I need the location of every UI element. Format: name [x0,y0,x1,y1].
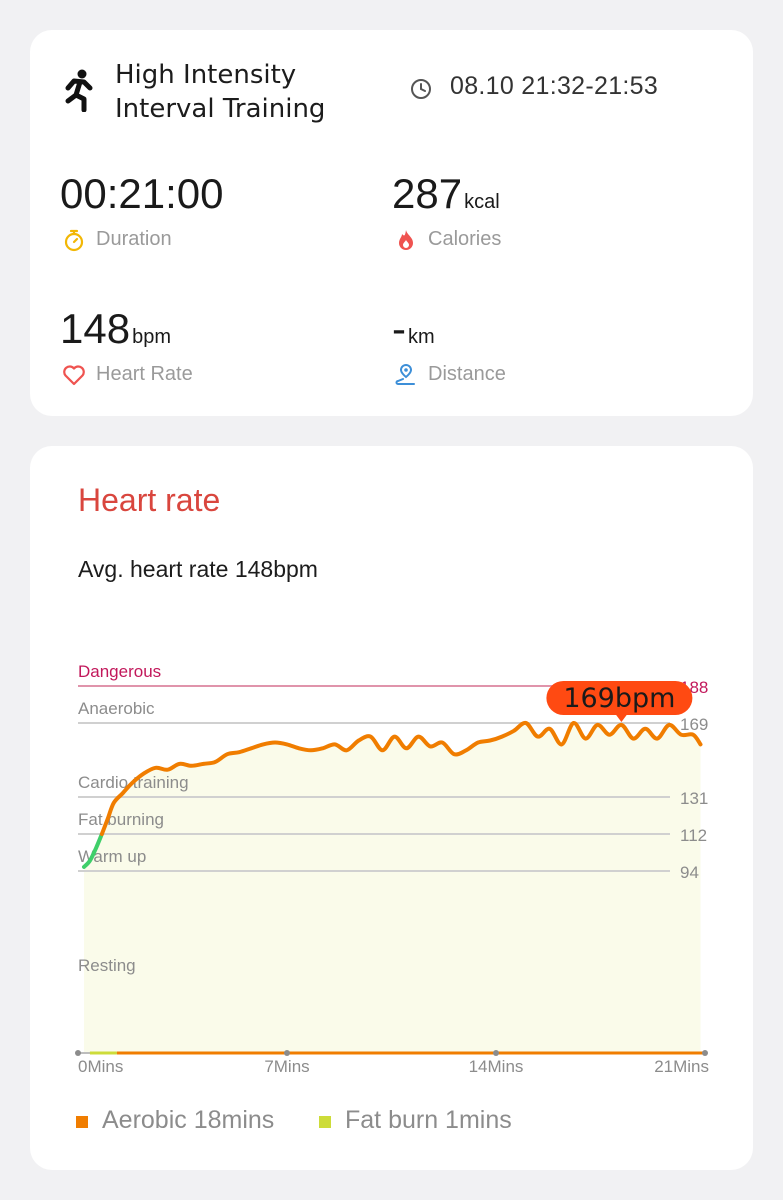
x-tick-dot-7 [284,1050,290,1056]
stat-duration: 00:21:00 Duration [60,170,360,260]
calories-value: 287 [392,170,463,217]
zone-threshold-warm-up: 94 [680,863,699,882]
zone-label-anaerobic: Anaerobic [78,699,155,718]
heart-rate-area [84,722,701,1053]
stat-calories: 287 kcal Calories [392,170,692,260]
heart-icon [63,365,85,386]
x-tick-dot-0 [75,1050,81,1056]
workout-title: High Intensity Interval Training [115,60,326,124]
stat-heart-rate: 148 bpm Heart Rate [60,305,360,395]
workout-header: High Intensity Interval Training 08.10 2… [60,58,720,128]
workout-summary-card: High Intensity Interval Training 08.10 2… [30,30,753,416]
flame-icon [399,230,413,250]
x-tick-dot-21 [702,1050,708,1056]
heart-rate-title: Heart rate [78,482,221,518]
x-tick-label-14: 14Mins [469,1057,524,1076]
zone-threshold-fat-burning: 112 [680,826,707,845]
zone-label-resting: Resting [78,956,136,975]
distance-label: Distance [428,363,506,385]
stat-distance: - km Distance [392,305,692,395]
peak-callout-label: 169bpm [563,683,675,714]
distance-value: - [392,305,406,352]
x-tick-label-7: 7Mins [264,1057,309,1076]
legend-aerobic-label: Aerobic 18mins [102,1106,275,1134]
heart-rate-unit: bpm [132,326,171,348]
location-pin-icon [395,363,415,385]
workout-time-range: 08.10 21:32-21:53 [450,72,659,100]
peak-callout [546,681,693,715]
heart-rate-label: Heart Rate [96,363,193,385]
legend-aerobic-swatch [76,1116,88,1128]
x-tick-label-21: 21Mins [654,1057,709,1076]
average-heart-rate: Avg. heart rate 148bpm [78,556,318,582]
x-tick-dot-14 [493,1050,499,1056]
x-tick-label-0: 0Mins [78,1057,123,1076]
calories-unit: kcal [464,191,500,213]
heart-rate-line [99,720,703,836]
stopwatch-icon [64,229,84,252]
running-person-icon [65,69,93,112]
zone-label-fat-burning: Fat burning [78,810,164,829]
zone-threshold-anaerobic: 169 [680,715,708,734]
heart-rate-card: Heart rate Avg. heart rate 148bpm Danger… [30,446,753,1170]
distance-unit: km [408,326,435,348]
legend-fat-burn-label: Fat burn 1mins [345,1106,512,1134]
heart-rate-line-warmup [82,832,104,869]
heart-rate-value: 148 [60,305,131,352]
peak-callout-pointer [615,714,628,722]
calories-label: Calories [428,228,502,250]
duration-label: Duration [96,228,172,250]
zone-label-dangerous: Dangerous [78,662,161,681]
zone-threshold-cardio-training: 131 [680,789,708,808]
clock-icon [411,79,431,99]
legend-fat-burn-swatch [319,1116,331,1128]
duration-value: 00:21:00 [60,170,224,217]
